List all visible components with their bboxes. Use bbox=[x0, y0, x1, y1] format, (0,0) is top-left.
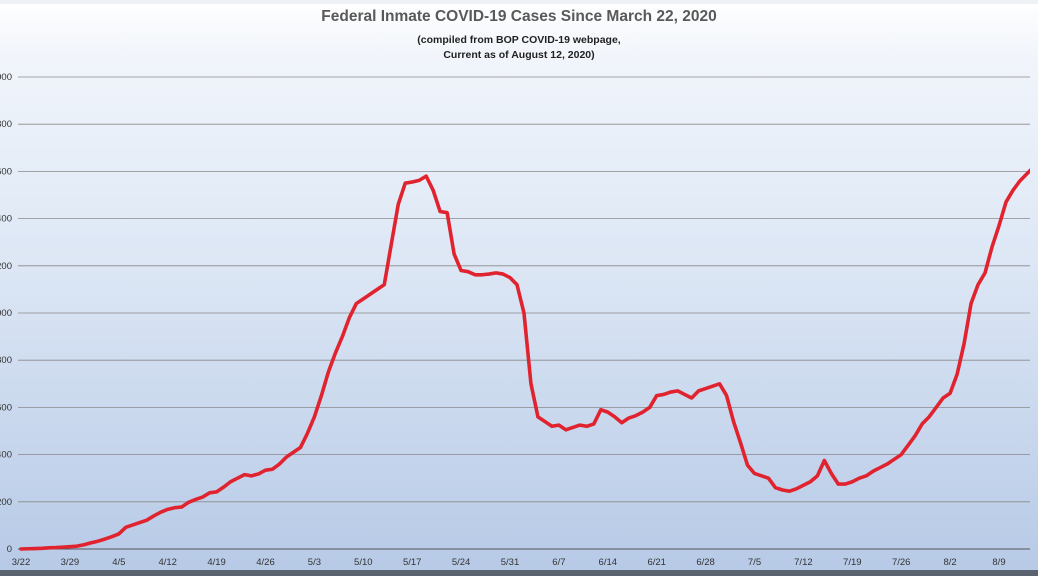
x-tick-label: 5/24 bbox=[452, 557, 471, 568]
y-tick-label: 2000 bbox=[0, 72, 12, 83]
x-tick-label: 8/9 bbox=[992, 557, 1005, 568]
y-tick-label: 800 bbox=[0, 355, 12, 366]
series-line bbox=[19, 168, 1030, 551]
x-tick-label: 7/19 bbox=[843, 557, 862, 568]
chart-title: Federal Inmate COVID-19 Cases Since Marc… bbox=[321, 8, 717, 25]
y-tick-label: 1800 bbox=[0, 119, 12, 130]
x-tick-label: 5/10 bbox=[354, 557, 373, 568]
y-tick-label: 200 bbox=[0, 497, 12, 508]
x-tick-label: 3/29 bbox=[61, 557, 80, 568]
x-tick-label: 4/26 bbox=[256, 557, 275, 568]
x-tick-label: 4/5 bbox=[112, 557, 125, 568]
x-tick-label: 6/28 bbox=[696, 557, 715, 568]
x-tick-label: 7/12 bbox=[794, 557, 813, 568]
x-tick-label: 4/12 bbox=[158, 557, 177, 568]
x-tick-label: 5/31 bbox=[501, 557, 520, 568]
x-tick-label: 4/19 bbox=[207, 557, 226, 568]
x-tick-label: 6/21 bbox=[647, 557, 666, 568]
top-border bbox=[0, 0, 1038, 4]
x-tick-label: 7/26 bbox=[892, 557, 911, 568]
y-tick-label: 400 bbox=[0, 450, 12, 461]
y-tick-label: 1600 bbox=[0, 166, 12, 177]
x-tick-label: 6/7 bbox=[552, 557, 565, 568]
y-tick-label: 1000 bbox=[0, 308, 12, 319]
chart-subtitle-line-1: (compiled from BOP COVID-19 webpage, bbox=[417, 34, 621, 46]
bottom-bar bbox=[0, 570, 1038, 576]
y-tick-label: 600 bbox=[0, 402, 12, 413]
x-tick-label: 5/3 bbox=[308, 557, 321, 568]
y-tick-label: 0 bbox=[7, 544, 12, 555]
x-tick-label: 7/5 bbox=[748, 557, 761, 568]
x-tick-label: 5/17 bbox=[403, 557, 422, 568]
x-tick-label: 6/14 bbox=[599, 557, 618, 568]
y-tick-label: 1400 bbox=[0, 214, 12, 225]
chart-subtitle-line-2: Current as of August 12, 2020) bbox=[443, 49, 595, 61]
x-tick-label: 8/2 bbox=[943, 557, 956, 568]
y-tick-label: 1200 bbox=[0, 261, 12, 272]
x-tick-label: 3/22 bbox=[12, 557, 31, 568]
